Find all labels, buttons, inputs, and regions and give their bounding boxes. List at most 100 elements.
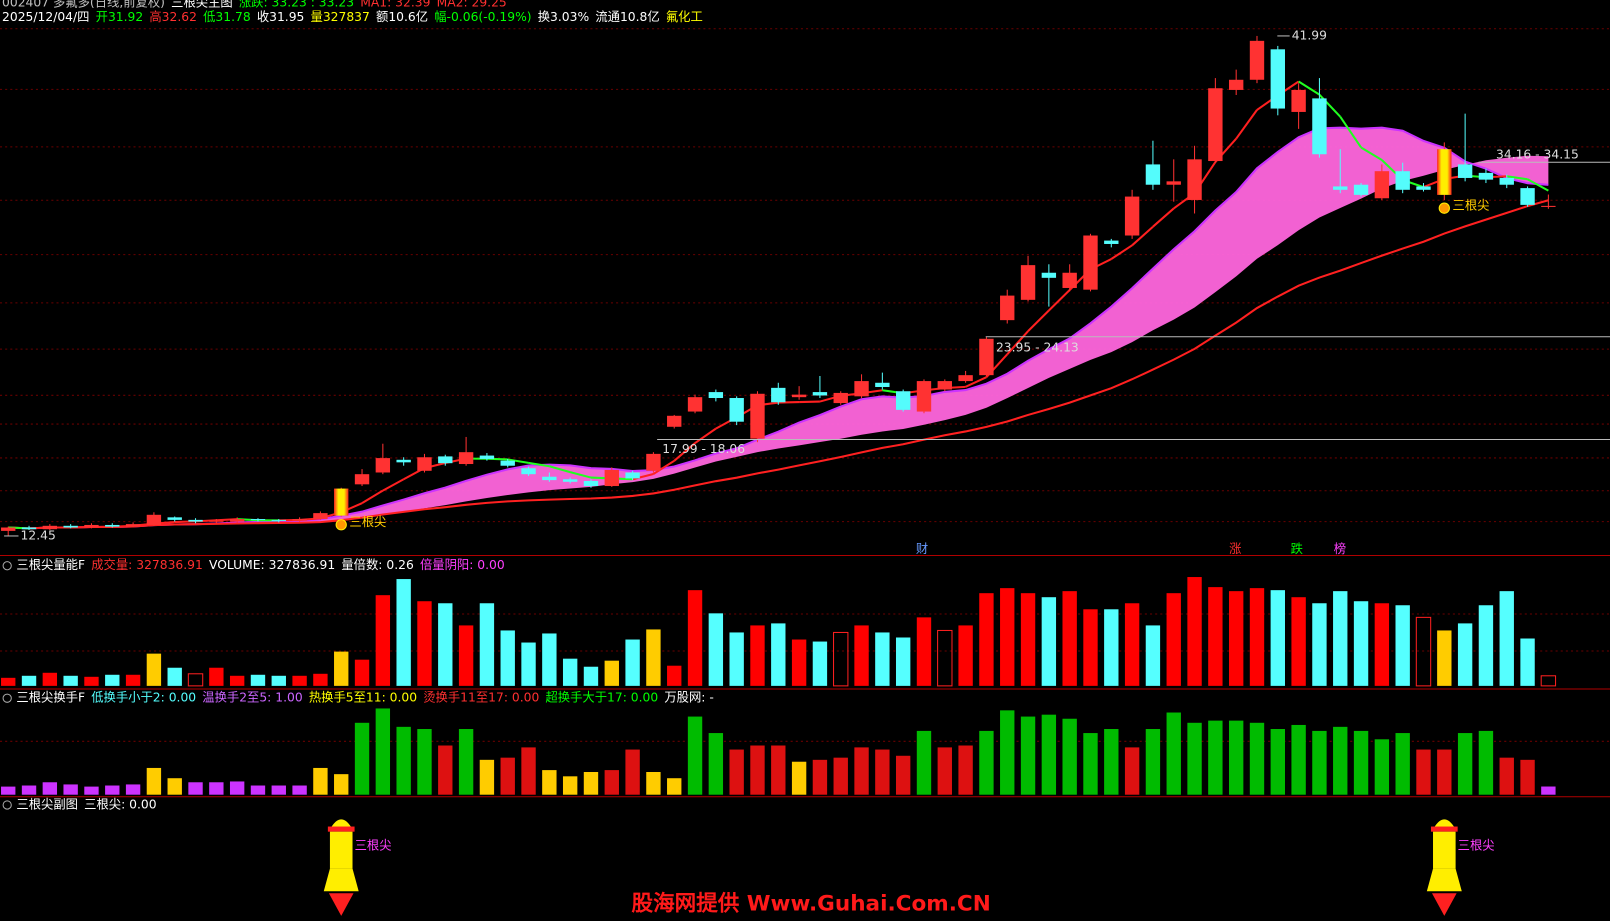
candle-body [687,397,703,412]
rocket-body [329,831,353,869]
candle-body [438,456,453,464]
candle-body [667,415,682,427]
bar [1520,759,1535,795]
bar [854,747,869,795]
panel-icon [2,693,12,703]
candle-body [209,520,224,522]
candle-body [937,381,952,390]
bar [604,770,619,795]
legend-text: 三根尖: 0.00 [84,797,157,811]
candle-body [1312,98,1327,155]
candle-body [146,514,162,525]
bar [667,665,682,686]
bar [187,673,204,687]
bar [313,673,328,686]
bar [167,778,182,795]
bar [937,629,953,687]
candle-body [417,457,432,471]
bar [417,601,432,686]
bar [1416,749,1431,795]
candle-body [958,375,973,382]
bar [438,603,453,686]
bar [542,633,557,686]
bar [292,675,307,686]
bar [1415,616,1432,687]
legend-text: VOLUME: 327836.91 [209,558,335,572]
bar [1228,720,1244,795]
annotation: 17.99 - 18.06 [662,442,745,456]
bar [1124,747,1140,795]
bar [979,593,994,686]
bar [875,632,890,686]
bar [562,658,578,686]
bar [1457,733,1473,795]
bar [292,785,307,795]
bar [1353,601,1369,686]
candle-body [313,513,328,520]
legend-text: 三根尖副图 [16,796,78,811]
bar [209,782,224,795]
bar [1104,729,1119,795]
bar [229,675,245,686]
bar [729,632,744,686]
candle-body [250,519,266,521]
bar [1437,630,1452,686]
legend-text: 涨跌: 33.23 : 33.23 [239,0,354,10]
candle-body [583,480,599,487]
ma-line [694,427,717,444]
legend-text: 低换手小于2: 0.00 [91,691,196,705]
legend-text: MA2: 29.25 [437,0,507,10]
bar [1041,597,1057,686]
bar [1208,720,1223,795]
candle-body [334,488,349,516]
candle-body [791,394,807,398]
candle-body [1270,49,1285,109]
bar [916,617,932,686]
ma-line [1527,178,1549,192]
ma-line [569,471,592,479]
bar [646,629,661,686]
bar [1062,591,1077,686]
bar [771,623,786,686]
ma-line [361,489,384,505]
candle-body [1457,164,1473,178]
bar [1395,605,1410,686]
ma-line [778,401,800,404]
bar [1540,675,1557,687]
candle-body [625,472,640,479]
legend-text: 成交量: 327836.91 [91,557,203,572]
ma-line [1048,289,1071,312]
candle-body [500,460,515,466]
bar [791,761,807,795]
candle-body [1499,177,1514,185]
rocket-flame [1431,893,1457,916]
bar [895,755,911,795]
bar [458,729,474,795]
rocket-band [1430,826,1458,832]
candle-body [1478,172,1494,180]
ma-line [1131,225,1154,247]
bar [729,749,744,795]
bar [167,667,182,686]
rocket-base [323,868,359,892]
ma-line [1506,175,1528,181]
bar [1520,638,1535,686]
bar [750,625,765,686]
event-marker: 财 [916,542,928,556]
bar [1541,786,1556,795]
bar [354,722,370,795]
candle-body [1166,181,1181,185]
bar [271,675,286,686]
legend-text: 换3.03% [538,10,590,24]
bar [42,672,58,686]
candle-body [396,459,411,463]
bar [1333,591,1348,686]
candle-body [1000,295,1015,321]
legend-text: 三根尖主图 [171,0,233,10]
bar [1478,730,1494,795]
bar [375,708,391,795]
bar [84,786,99,795]
bar [500,630,515,686]
bar [313,767,328,795]
